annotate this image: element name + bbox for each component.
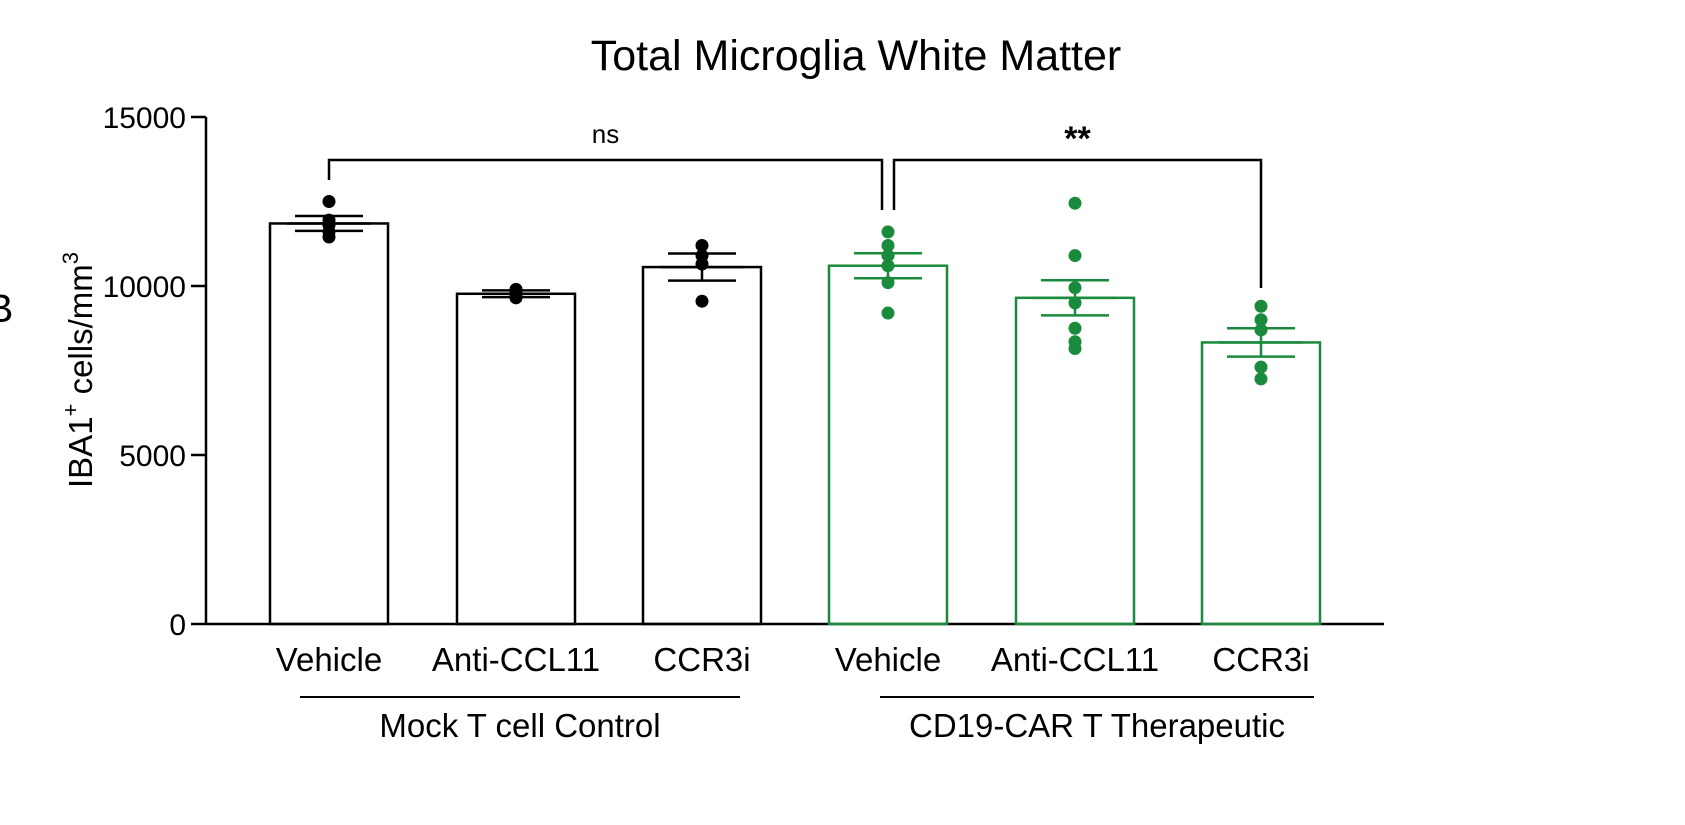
data-point — [1068, 321, 1082, 335]
data-point — [1254, 323, 1268, 337]
category-label: Vehicle — [835, 641, 941, 678]
data-point — [695, 238, 709, 252]
chart-title: Total Microglia White Matter — [591, 32, 1122, 80]
y-tick-label: 15000 — [103, 102, 186, 135]
y-axis-label-sup: + — [58, 404, 83, 417]
error-bars — [287, 214, 1303, 358]
y-axis: 0 5000 10000 15000 — [103, 102, 208, 642]
y-tick-label: 5000 — [119, 440, 186, 473]
bracket-ns — [327, 158, 884, 210]
data-point — [881, 238, 895, 252]
data-point — [881, 259, 895, 273]
data-point — [881, 306, 895, 320]
data-point — [695, 294, 709, 308]
data-point — [881, 225, 895, 239]
y-tick-label: 10000 — [103, 271, 186, 304]
data-point — [1254, 360, 1268, 374]
panel-letter: B — [0, 287, 13, 331]
bars — [268, 222, 1322, 626]
y-tick-label: 0 — [169, 609, 186, 642]
y-axis-label-rest: cells/mm — [62, 264, 99, 403]
group-labels: Mock T cell Control CD19-CAR T Therapeuti… — [300, 696, 1314, 744]
y-axis-label-sup2: 3 — [58, 252, 83, 264]
category-label: CCR3i — [1212, 641, 1309, 678]
data-point — [1254, 372, 1268, 386]
data-point — [1254, 299, 1268, 313]
data-point — [1068, 296, 1082, 310]
data-point — [1068, 249, 1082, 263]
category-label: Anti-CCL11 — [991, 641, 1159, 678]
group-label: CD19-CAR T Therapeutic — [909, 707, 1285, 744]
data-point — [1068, 196, 1082, 210]
data-point — [509, 291, 523, 305]
data-point — [322, 195, 336, 208]
bar — [455, 292, 577, 626]
data-points — [322, 195, 1268, 386]
data-point — [881, 249, 895, 263]
data-point — [1254, 313, 1268, 327]
category-label: Anti-CCL11 — [432, 641, 600, 678]
bar — [268, 222, 390, 626]
category-labels: Vehicle Anti-CCL11 CCR3i Vehicle Anti-CCL11 C… — [276, 641, 1310, 678]
category-label: CCR3i — [653, 641, 750, 678]
data-point — [881, 276, 895, 290]
y-axis-label: IBA1+ cells/mm3 — [58, 252, 99, 488]
group-label: Mock T cell Control — [379, 707, 660, 744]
bar — [641, 265, 763, 626]
data-point — [695, 257, 709, 271]
data-point — [1068, 342, 1082, 356]
bracket-ns-label: ns — [592, 119, 619, 149]
significance-brackets: ns ** — [327, 119, 1263, 288]
data-point — [322, 230, 336, 244]
data-point — [1068, 281, 1082, 295]
category-label: Vehicle — [276, 641, 382, 678]
y-axis-label-main: IBA1 — [62, 416, 99, 488]
bracket-star-label: ** — [1064, 120, 1091, 158]
bracket-star — [892, 158, 1263, 288]
